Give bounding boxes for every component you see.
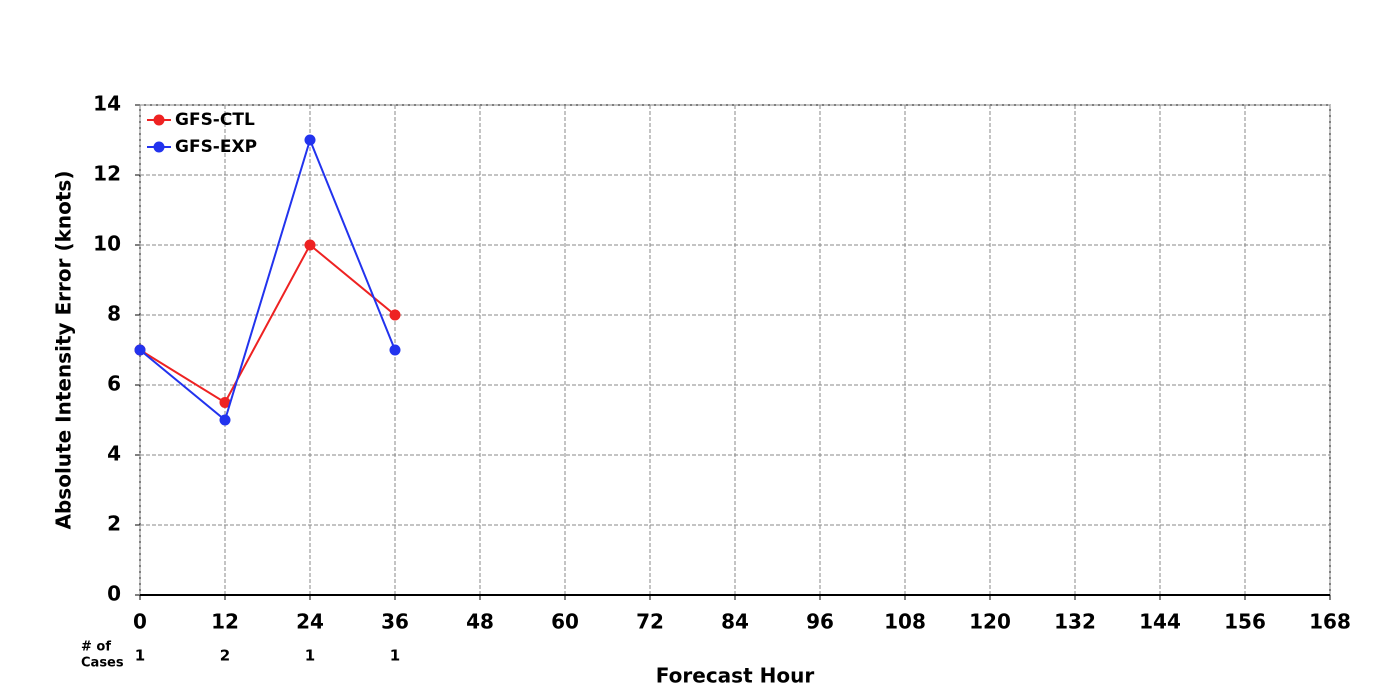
x-tick-label: 168 xyxy=(1309,610,1351,634)
cases-count: 1 xyxy=(135,647,145,665)
cases-label: Cases xyxy=(81,656,124,671)
series-line xyxy=(139,137,396,422)
x-axis-label: Forecast Hour xyxy=(656,664,815,688)
data-point xyxy=(219,397,231,408)
y-axis-label: Absolute Intensity Error (knots) xyxy=(52,171,76,530)
data-point xyxy=(304,134,316,146)
cases-label: # of xyxy=(81,640,111,655)
legend-label: GFS-EXP xyxy=(175,137,257,157)
x-tick-label: 0 xyxy=(133,610,147,634)
legend-marker xyxy=(153,114,165,126)
y-tick-label: 0 xyxy=(107,582,121,606)
cases-count: 2 xyxy=(220,647,230,665)
data-point xyxy=(304,239,316,251)
x-tick-label: 96 xyxy=(806,610,834,634)
cases-count: 1 xyxy=(305,647,315,665)
x-tick-label: 132 xyxy=(1054,610,1096,634)
x-tick-label: 84 xyxy=(721,610,749,634)
x-tick-label: 156 xyxy=(1224,610,1266,634)
cases-count: 1 xyxy=(390,647,400,665)
x-tick-label: 108 xyxy=(884,610,926,634)
legend-marker xyxy=(153,141,165,153)
x-tick-label: 48 xyxy=(466,610,494,634)
x-tick-label: 144 xyxy=(1139,610,1181,634)
y-tick-label: 8 xyxy=(107,302,121,326)
data-point xyxy=(389,309,401,321)
series-line xyxy=(139,243,396,404)
x-tick-label: 24 xyxy=(296,610,324,634)
y-tick-label: 6 xyxy=(107,372,121,396)
y-tick-label: 2 xyxy=(107,512,121,536)
data-point xyxy=(134,344,146,356)
y-tick-label: 14 xyxy=(93,92,121,116)
y-tick-label: 4 xyxy=(107,442,121,466)
data-point xyxy=(219,414,231,426)
legend-label: GFS-CTL xyxy=(175,110,255,130)
y-tick-label: 10 xyxy=(93,232,121,256)
data-point xyxy=(389,344,401,356)
x-tick-label: 60 xyxy=(551,610,579,634)
y-tick-label: 12 xyxy=(93,162,121,186)
x-tick-label: 12 xyxy=(211,610,239,634)
x-tick-label: 36 xyxy=(381,610,409,634)
x-tick-label: 120 xyxy=(969,610,1011,634)
x-tick-label: 72 xyxy=(636,610,664,634)
